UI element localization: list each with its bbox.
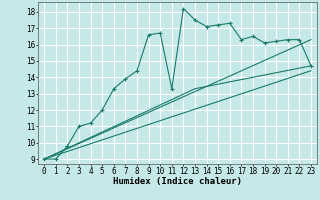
X-axis label: Humidex (Indice chaleur): Humidex (Indice chaleur)	[113, 177, 242, 186]
